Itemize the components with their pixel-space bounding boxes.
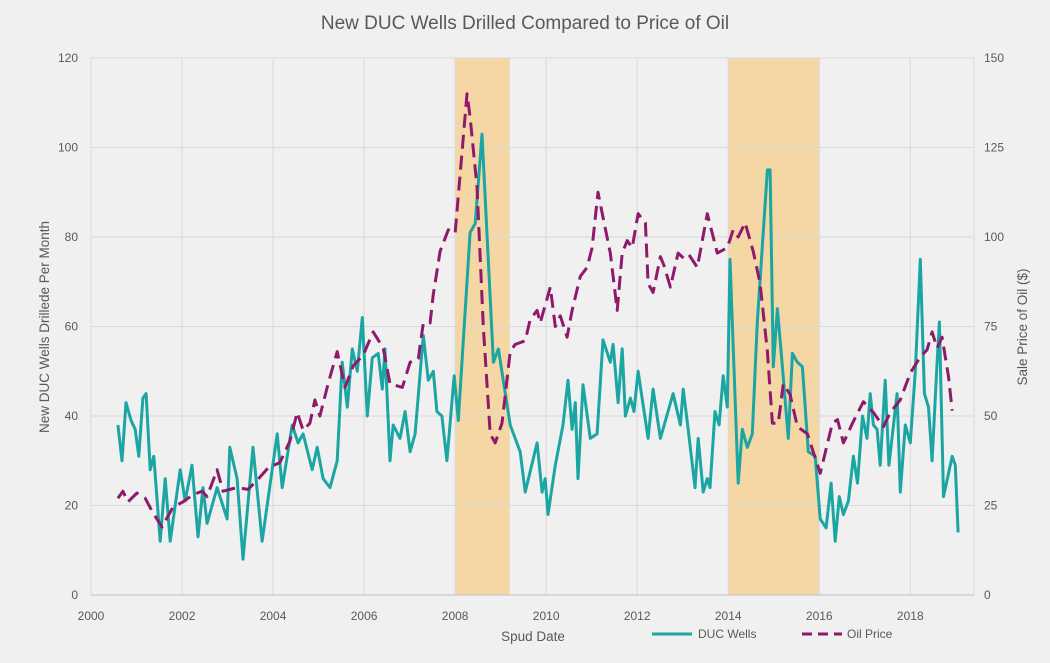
legend-oil-label: Oil Price [847, 627, 893, 641]
chart-title: New DUC Wells Drilled Compared to Price … [321, 13, 729, 34]
x-tick-label: 2016 [806, 609, 833, 623]
y2-tick-label: 50 [984, 409, 998, 423]
y-tick-label: 0 [71, 588, 78, 602]
y-tick-label: 100 [58, 141, 78, 155]
y-tick-label: 120 [58, 51, 78, 65]
x-tick-label: 2008 [442, 609, 469, 623]
series-lines [116, 92, 960, 561]
y2-tick-label: 75 [984, 320, 998, 334]
x-tick-label: 2004 [260, 609, 287, 623]
tick-labels: 2000 2002 2004 2006 2008 2010 2012 2014 2016 2018… [58, 51, 1004, 623]
legend-duc-label: DUC Wells [698, 627, 756, 641]
x-tick-label: 2000 [78, 609, 105, 623]
y-tick-label: 80 [65, 230, 79, 244]
y-tick-label: 20 [65, 499, 79, 513]
x-tick-label: 2002 [169, 609, 196, 623]
x-tick-label: 2018 [897, 609, 924, 623]
y-tick-label: 60 [65, 320, 79, 334]
y2-axis-label: Sale Price of Oil ($) [1015, 268, 1030, 385]
x-axis-label: Spud Date [501, 629, 565, 644]
y-axis-label: New DUC Wells Drillede Per Month [37, 221, 52, 433]
x-tick-label: 2014 [715, 609, 742, 623]
x-tick-label: 2006 [351, 609, 378, 623]
series-line-duc-wells [116, 132, 960, 561]
y2-tick-label: 100 [984, 230, 1004, 244]
series-line-oil-price [116, 92, 954, 529]
x-tick-label: 2010 [533, 609, 560, 623]
y2-tick-label: 125 [984, 141, 1004, 155]
y2-tick-label: 150 [984, 51, 1004, 65]
y2-tick-label: 0 [984, 588, 991, 602]
y2-tick-label: 25 [984, 499, 998, 513]
y-tick-label: 40 [65, 409, 79, 423]
legend: DUC Wells Oil Price [652, 627, 893, 641]
x-tick-label: 2012 [624, 609, 651, 623]
